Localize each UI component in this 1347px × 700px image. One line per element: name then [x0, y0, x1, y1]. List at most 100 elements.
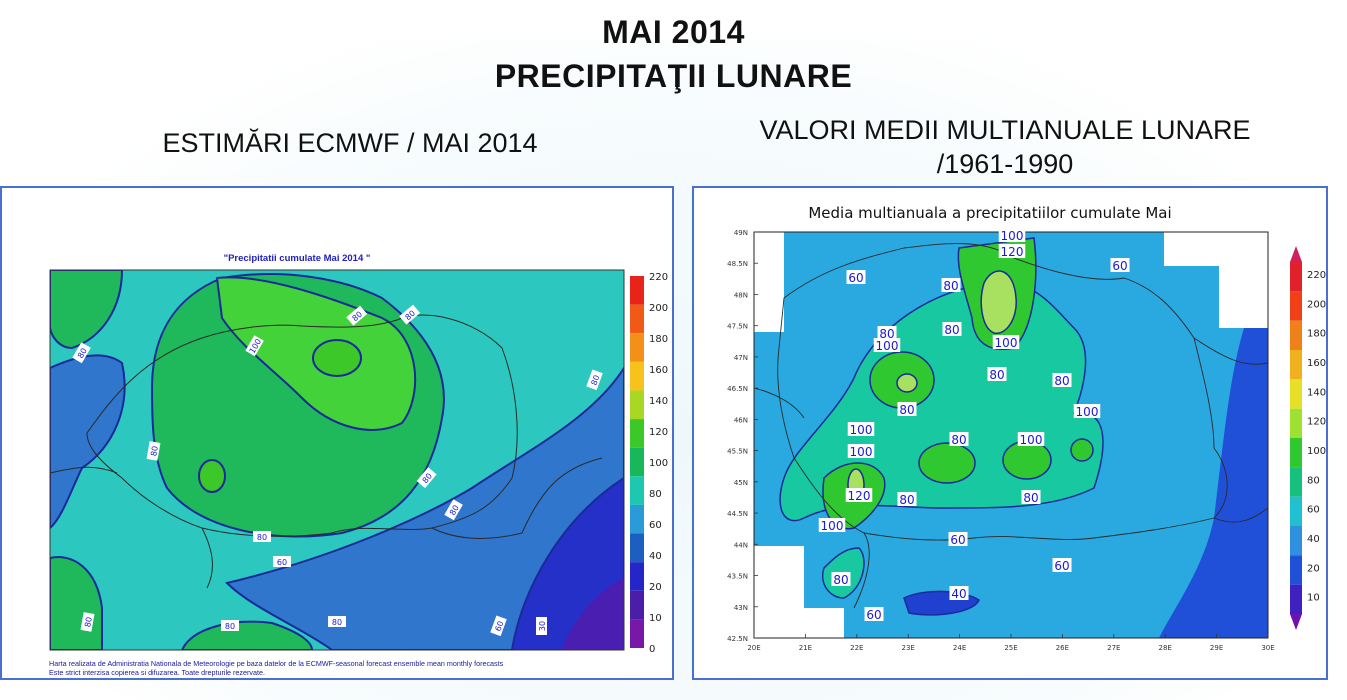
ecmwf-border-lines	[50, 457, 603, 589]
normals-mask-sw2	[804, 608, 844, 638]
svg-text:100: 100	[850, 445, 873, 459]
page-title-line2: PRECIPITAŢII LUNARE	[494, 58, 853, 94]
svg-text:60: 60	[866, 608, 881, 622]
ecmwf-s-green	[180, 620, 314, 650]
ecmwf-colorbar-label: 80	[649, 489, 662, 500]
svg-text:60: 60	[277, 558, 287, 567]
svg-text:60: 60	[1112, 259, 1127, 273]
svg-text:120: 120	[1001, 245, 1024, 259]
normals-colorbar-label: 140	[1307, 387, 1326, 398]
normals-lon-label: 23E	[902, 644, 915, 652]
svg-text:80: 80	[989, 368, 1004, 382]
ecmwf-contour-label: 60	[490, 615, 507, 637]
right-subtitle-line2: /1961-1990	[936, 149, 1074, 179]
ecmwf-contour-label: 80	[586, 369, 603, 391]
normals-colorbar-swatch	[1290, 350, 1302, 380]
left-subtitle: ESTIMĂRI ECMWF / MAI 2014	[162, 128, 538, 158]
ecmwf-footer-line2: Este strict interzisa copierea si difuza…	[49, 668, 265, 677]
normals-120-nw	[896, 373, 918, 393]
normals-lon-label: 30E	[1261, 644, 1274, 652]
ecmwf-blue-zone	[225, 366, 624, 650]
normals-map-panel: Media multianuala a precipitatiilor cumu…	[692, 186, 1328, 680]
svg-text:80: 80	[943, 279, 958, 293]
normals-contour-label: 80	[897, 402, 917, 417]
normals-100-east	[1070, 438, 1094, 462]
normals-lon-label: 20E	[747, 644, 760, 652]
normals-sea	[1159, 328, 1268, 638]
normals-colorbar-label: 200	[1307, 299, 1326, 310]
normals-colorbar-swatch	[1290, 467, 1302, 497]
normals-lon-label: 26E	[1056, 644, 1069, 652]
normals-contour-label: 80	[942, 322, 962, 337]
ecmwf-colorbar-swatch	[630, 476, 644, 505]
normals-mask-nw	[754, 232, 784, 332]
normals-colorbar-swatch	[1290, 320, 1302, 350]
svg-text:60: 60	[950, 533, 965, 547]
ecmwf-colorbar-swatch	[630, 619, 644, 648]
normals-mask-ne1	[1164, 232, 1268, 266]
normals-contour-label: 80	[941, 278, 961, 293]
normals-lat-label: 49N	[734, 229, 748, 237]
normals-lat-label: 47N	[734, 354, 748, 362]
normals-contour-label: 100	[1017, 432, 1045, 447]
normals-colorbar-label: 20	[1307, 563, 1320, 574]
normals-border-outline	[777, 243, 1228, 541]
ecmwf-purple-zone	[562, 578, 624, 650]
normals-colorbar-swatch	[1290, 408, 1302, 438]
right-subtitle: VALORI MEDII MULTIANUALE LUNARE /1961-19…	[700, 113, 1310, 181]
svg-text:100: 100	[876, 339, 899, 353]
ecmwf-colorbar-swatch	[630, 390, 644, 420]
ecmwf-colorbar-label: 0	[649, 644, 655, 655]
normals-colorbar-label: 180	[1307, 329, 1326, 340]
normals-contour-label: 100	[1073, 404, 1101, 419]
ecmwf-contour-label: 80	[253, 531, 271, 542]
normals-lon-label: 27E	[1107, 644, 1120, 652]
svg-text:80: 80	[899, 403, 914, 417]
normals-contour-label: 100	[847, 444, 875, 459]
normals-lat-label: 45.5N	[727, 448, 748, 456]
normals-120-north	[980, 270, 1017, 334]
normals-colorbar-swatch	[1290, 291, 1302, 321]
ecmwf-contour-label: 80	[72, 342, 91, 364]
normals-contour-label: 40	[949, 586, 969, 601]
ecmwf-colorbar-label: 200	[649, 303, 668, 314]
normals-map: 49N 48.5N 48N 47.5N 47N 46.5N 46N 45.5N 45N 44.5N…	[727, 228, 1326, 652]
normals-axes: 49N 48.5N 48N 47.5N 47N 46.5N 46N 45.5N 45N 44.5N…	[727, 229, 1275, 652]
normals-colorbar-swatch	[1290, 526, 1302, 556]
normals-colorbar-label: 220	[1307, 270, 1326, 281]
ecmwf-contour-label: 80	[328, 616, 346, 627]
ecmwf-colorbar-swatch	[630, 419, 644, 448]
ecmwf-small-ellipse	[198, 459, 226, 493]
normals-map-title: Media multianuala a precipitatiilor cumu…	[808, 204, 1172, 222]
svg-text:80: 80	[899, 493, 914, 507]
normals-lon-label: 21E	[799, 644, 812, 652]
normals-colorbar-label: 40	[1307, 534, 1320, 545]
svg-text:60: 60	[1054, 559, 1069, 573]
ecmwf-colorbar-swatch	[630, 304, 644, 334]
svg-text:100: 100	[850, 423, 873, 437]
svg-text:100: 100	[1001, 229, 1024, 243]
ecmwf-colorbar-swatch	[630, 276, 644, 305]
svg-text:60: 60	[848, 271, 863, 285]
svg-text:80: 80	[149, 445, 160, 457]
svg-text:80: 80	[332, 618, 342, 627]
ecmwf-colorbar-label: 160	[649, 365, 668, 376]
normals-lat-label: 48.5N	[727, 260, 748, 268]
ecmwf-contour-label: 80	[221, 620, 239, 631]
normals-100-center	[918, 442, 976, 484]
normals-contour-label: 60	[948, 532, 968, 547]
normals-mask-sw	[754, 546, 804, 638]
ecmwf-footer-line1: Harta realizata de Administratia Nationa…	[49, 659, 504, 668]
svg-text:80: 80	[944, 323, 959, 337]
svg-text:80: 80	[589, 374, 601, 387]
normals-lon-label: 22E	[850, 644, 863, 652]
ecmwf-nw-green	[50, 270, 124, 350]
normals-contour-label: 80	[1052, 373, 1072, 388]
ecmwf-colorbar-label: 40	[649, 551, 662, 562]
svg-text:100: 100	[1020, 433, 1043, 447]
normals-colorbar: 220 200 180 160 140 120 100 80 60 40 20 10	[1290, 246, 1326, 630]
normals-colorbar-swatch	[1290, 496, 1302, 526]
svg-text:40: 40	[951, 587, 966, 601]
normals-contour-label: 80	[877, 326, 897, 341]
